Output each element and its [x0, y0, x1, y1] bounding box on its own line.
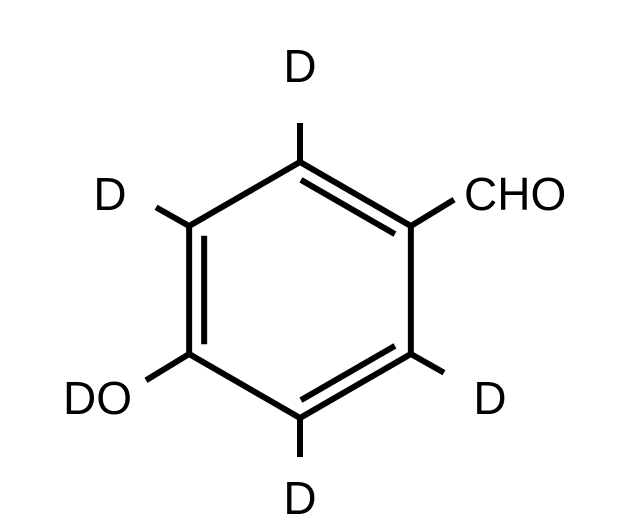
atom-label: D	[93, 168, 126, 220]
atom-label: D	[473, 372, 506, 424]
chemical-structure-diagram: D CHO D D DO D	[0, 0, 640, 531]
atom-labels: D CHO D D DO D	[63, 40, 566, 524]
atom-label: D	[283, 472, 316, 524]
atom-label: CHO	[464, 168, 566, 220]
substituent-lines	[149, 126, 452, 454]
atom-label: D	[283, 40, 316, 92]
bond-lines	[189, 162, 411, 418]
atom-label: DO	[63, 372, 132, 424]
